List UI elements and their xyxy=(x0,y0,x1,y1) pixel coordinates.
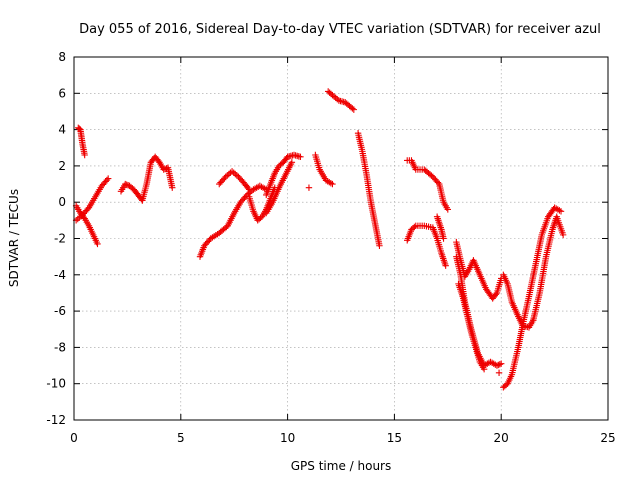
x-tick-label: 5 xyxy=(177,431,185,445)
y-tick-label: -6 xyxy=(54,304,66,318)
data-point xyxy=(84,205,91,213)
data-points xyxy=(72,88,567,391)
data-point xyxy=(493,362,501,369)
data-point xyxy=(496,361,503,368)
x-tick-labels: 0 5 10 15 20 25 xyxy=(70,431,615,445)
data-point xyxy=(559,231,567,239)
data-point xyxy=(305,184,313,191)
y-axis-label: SDTVAR / TECUs xyxy=(7,189,21,287)
data-point xyxy=(492,291,500,298)
data-point xyxy=(244,184,252,192)
data-point xyxy=(495,369,503,377)
data-point xyxy=(329,180,336,188)
y-tick-label: -2 xyxy=(54,232,66,246)
x-tick-label: 0 xyxy=(70,431,78,445)
x-tick-label: 25 xyxy=(600,431,615,445)
data-point xyxy=(376,242,383,249)
data-point xyxy=(349,105,356,112)
x-tick-label: 10 xyxy=(280,431,295,445)
data-point xyxy=(76,125,83,132)
y-tick-label: 0 xyxy=(58,195,66,209)
data-point xyxy=(440,235,447,242)
y-tick-label: -8 xyxy=(54,340,66,354)
data-point xyxy=(434,179,442,186)
data-point xyxy=(81,151,88,159)
data-point xyxy=(411,223,418,231)
x-axis-label: GPS time / hours xyxy=(291,459,392,473)
data-point xyxy=(161,165,169,173)
data-point xyxy=(350,106,358,113)
y-tick-label: 6 xyxy=(58,86,66,100)
data-point xyxy=(557,208,565,215)
y-tick-label: -4 xyxy=(54,268,66,282)
data-point xyxy=(480,365,488,373)
y-tick-label: -12 xyxy=(46,413,66,427)
plot-frame xyxy=(73,56,609,421)
x-tick-label: 15 xyxy=(387,431,402,445)
y-tick-labels: -12 -10 -8 -6 -4 -2 0 2 4 6 8 xyxy=(46,50,66,427)
data-point xyxy=(495,361,502,369)
data-point xyxy=(245,186,253,193)
data-point xyxy=(498,360,505,367)
y-tick-label: 4 xyxy=(58,123,66,137)
data-point xyxy=(221,175,228,182)
data-point xyxy=(288,159,296,166)
y-tick-label: 8 xyxy=(58,50,66,64)
data-point xyxy=(94,240,101,248)
data-point xyxy=(123,181,130,188)
data-point xyxy=(122,180,129,188)
data-point xyxy=(169,184,176,191)
chart-title: Day 055 of 2016, Sidereal Day-to-day VTE… xyxy=(79,22,601,37)
y-tick-label: 2 xyxy=(58,159,66,173)
y-tick-label: -10 xyxy=(46,377,66,391)
data-point xyxy=(104,175,112,182)
grid-lines xyxy=(74,57,608,420)
data-point xyxy=(103,176,111,184)
data-point xyxy=(297,153,304,161)
data-point xyxy=(442,262,449,269)
data-point xyxy=(444,206,451,213)
x-tick-label: 20 xyxy=(494,431,509,445)
axis-ticks xyxy=(73,56,609,421)
